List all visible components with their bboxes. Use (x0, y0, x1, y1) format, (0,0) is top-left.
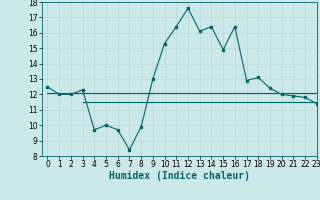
X-axis label: Humidex (Indice chaleur): Humidex (Indice chaleur) (109, 171, 250, 181)
